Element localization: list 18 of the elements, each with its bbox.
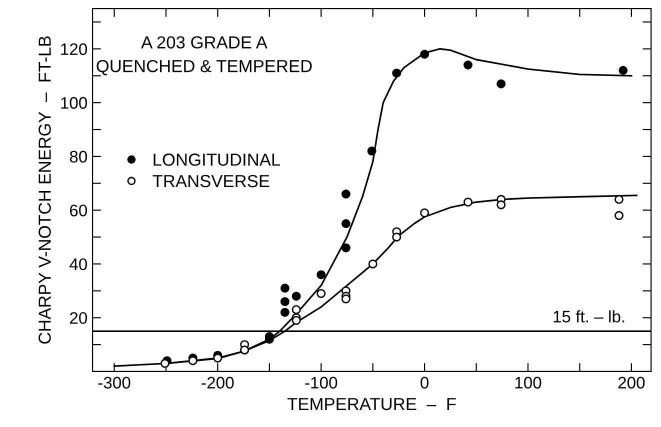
x-axis-title: TEMPERATURE – F (287, 398, 456, 410)
ref-line-label: 15 ft. – lb. (554, 310, 624, 322)
legend-label: TRANSVERSE (152, 174, 270, 188)
y-tick-label: 100 (61, 97, 88, 109)
y-tick-label: 20 (70, 312, 88, 324)
x-tick-label: -100 (305, 376, 338, 389)
y-tick-label: 80 (70, 150, 88, 163)
y-tick-label: 40 (70, 258, 88, 270)
x-tick-label: 100 (515, 376, 542, 389)
y-tick-label: 60 (70, 204, 88, 216)
x-tick-label: 0 (420, 376, 429, 389)
x-tick-label: -300 (98, 376, 130, 389)
x-tick-label: -200 (202, 376, 234, 389)
y-tick-label: 120 (61, 43, 88, 56)
y-axis-title: CHARPY V-NOTCH ENERGY – FT-LB (38, 36, 51, 344)
legend-label: LONGITUDINAL (154, 154, 280, 166)
x-tick-label: 200 (618, 376, 645, 389)
annotation: A 203 GRADE A QUENCHED & TEMPERED (96, 36, 312, 76)
